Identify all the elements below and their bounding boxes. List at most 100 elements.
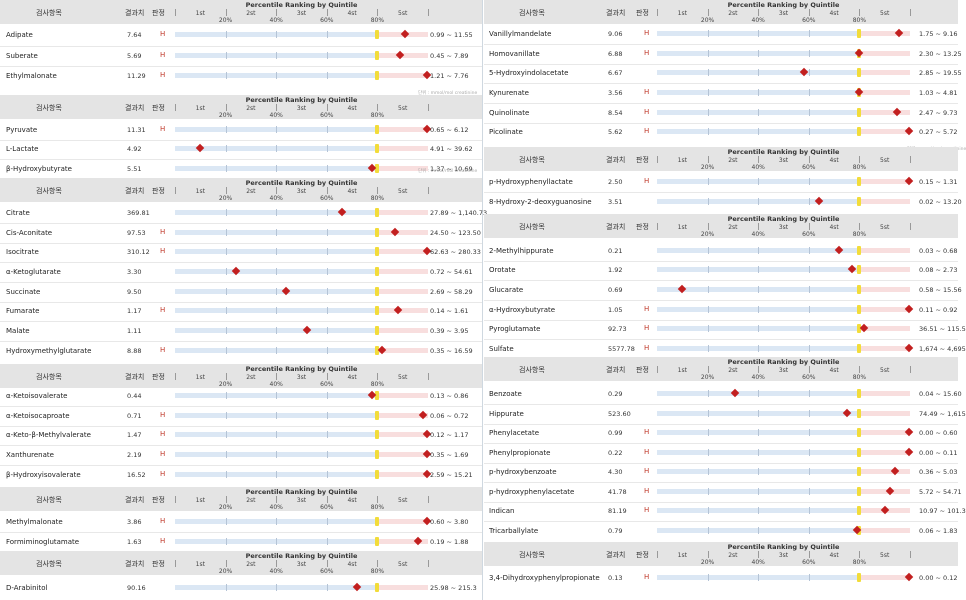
section-header: 검사항목 결과치 판정 Percentile Ranking by Quintile 1… — [484, 0, 958, 24]
reference-range: 2.69 ~ 58.29 — [430, 288, 473, 296]
yellow-cutoff-icon — [857, 285, 862, 294]
yellow-cutoff-icon — [857, 68, 862, 77]
quintile-gridline — [225, 518, 227, 525]
result-row: Isocitrate 310.12 H 62.63 ~ 280.33 — [0, 246, 482, 258]
quintile-gridline — [276, 165, 278, 172]
quintile-gridline — [225, 165, 227, 172]
reference-range: 0.36 ~ 5.03 — [919, 468, 958, 476]
item-column-header: 검사항목 — [519, 223, 545, 231]
quintile-gridline — [276, 518, 278, 525]
quintile-tick — [808, 223, 810, 230]
row-divider — [0, 282, 482, 283]
result-value: 1.47 — [127, 431, 142, 439]
quintile-gridline — [808, 468, 810, 475]
analyte-name: Succinate — [6, 288, 41, 296]
high-band — [859, 430, 910, 435]
row-divider — [484, 423, 958, 425]
yellow-cutoff-icon — [857, 265, 862, 274]
quintile-gridline — [326, 248, 328, 255]
percent-label: 40% — [269, 381, 283, 388]
percentile-bar — [175, 305, 428, 315]
quintile-gridline — [758, 69, 760, 76]
result-row: p-hydroxybenzoate 4.30 H 0.36 ~ 5.03 — [484, 466, 958, 478]
quintile-gridline — [276, 307, 278, 314]
high-flag: H — [160, 51, 166, 59]
yellow-cutoff-icon — [375, 537, 380, 546]
result-column-header: 결과치 — [125, 560, 145, 568]
section-header: 검사항목 결과치 판정 Percentile Ranking by Quintile 1… — [0, 487, 482, 511]
result-row: Cis-Aconitate 97.53 H 24.50 ~ 123.50 — [0, 227, 482, 239]
high-flag: H — [644, 344, 650, 352]
quintile-label: 4st — [829, 157, 839, 164]
row-divider — [0, 45, 482, 47]
result-value: 310.12 — [127, 248, 150, 256]
yellow-cutoff-icon — [375, 208, 380, 217]
quintile-tick — [910, 9, 911, 16]
reference-range: 0.00 ~ 0.60 — [919, 429, 958, 437]
reference-range: 2.30 ~ 13.25 — [919, 50, 962, 58]
result-column-header: 결과치 — [606, 366, 626, 374]
high-band — [859, 450, 910, 455]
quintile-tick — [428, 560, 429, 567]
percentile-bar — [657, 48, 910, 58]
percent-label: 20% — [218, 17, 233, 24]
section-header: 검사항목 결과치 판정 Percentile Ranking by Quintile 1… — [0, 95, 482, 119]
high-band — [859, 129, 910, 134]
yellow-cutoff-icon — [375, 517, 380, 526]
result-section: 검사항목 결과치 판정 Percentile Ranking by Quintile 1… — [484, 542, 958, 590]
chart-title: Percentile Ranking by Quintile — [245, 365, 358, 373]
quintile-tick — [276, 560, 278, 567]
quintile-gridline — [808, 345, 810, 352]
reference-range: 24.50 ~ 123.50 — [430, 229, 481, 237]
quintile-label: 3st — [296, 10, 307, 17]
judgment-column-header: 판정 — [152, 373, 165, 381]
result-row: Citrate 369.81 27.89 ~ 1,140.73 — [0, 207, 487, 219]
quintile-tick — [276, 496, 278, 503]
percent-label: 60% — [320, 112, 334, 119]
row-divider — [484, 83, 958, 84]
analyte-name: α-Ketoisovalerate — [6, 392, 68, 400]
yellow-cutoff-icon — [375, 125, 380, 134]
row-divider — [484, 501, 958, 503]
quintile-label: 2st — [246, 188, 256, 195]
high-band — [859, 528, 910, 533]
high-band — [377, 289, 428, 294]
percentile-bar — [175, 227, 428, 237]
high-flag: H — [644, 448, 650, 456]
result-section: 검사항목 결과치 판정 Percentile Ranking by Quintile 1… — [484, 357, 966, 543]
unit-footnote: 단위 : mmol/mol creatinine — [418, 91, 478, 96]
high-flag: H — [644, 127, 650, 135]
percentile-bar — [657, 67, 910, 77]
quintile-label: 3st — [296, 188, 307, 195]
quintile-gridline — [707, 488, 709, 495]
section-header: 검사항목 결과치 판정 Percentile Ranking by Quintile 1… — [0, 364, 482, 388]
judgment-column-header: 판정 — [636, 156, 649, 164]
percentile-bar — [175, 70, 432, 80]
percentile-bar — [657, 323, 910, 333]
quintile-label: 3st — [778, 157, 789, 164]
analyte-name: Picolinate — [489, 128, 523, 136]
quintile-tick — [428, 496, 429, 503]
reference-range: 74.49 ~ 1,615.3 — [919, 410, 966, 418]
quintile-gridline — [276, 209, 278, 216]
high-flag: H — [644, 573, 650, 581]
quintile-tick — [377, 373, 379, 380]
quintile-label: 4st — [829, 552, 839, 559]
row-divider — [484, 404, 958, 405]
quintile-label: 5st — [880, 157, 890, 164]
quintile-label: 1st — [677, 157, 687, 164]
quintile-tick — [377, 9, 379, 16]
analyte-name: Phenylacetate — [489, 429, 540, 437]
quintile-label: 5st — [398, 497, 408, 504]
quintile-gridline — [276, 268, 278, 275]
quintile-label: 4st — [347, 374, 357, 381]
percentile-bar — [175, 29, 428, 39]
high-band — [859, 179, 910, 184]
analyte-name: α-Ketoglutarate — [6, 268, 61, 276]
result-column-header: 결과치 — [606, 156, 626, 164]
quintile-gridline — [225, 307, 227, 314]
quintile-tick — [910, 223, 911, 230]
quintile-gridline — [707, 286, 709, 293]
row-divider — [0, 139, 482, 141]
quintile-gridline — [276, 471, 278, 478]
